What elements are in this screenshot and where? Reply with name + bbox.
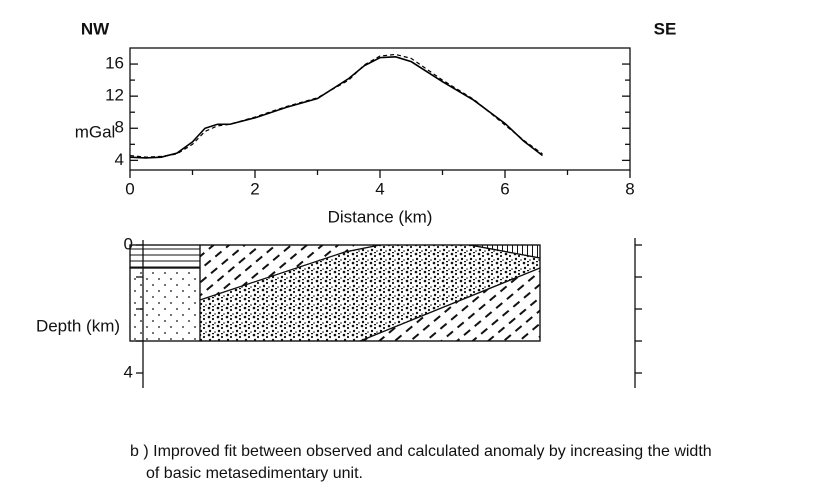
y-axis-label: Depth (km) bbox=[36, 316, 120, 335]
y-tick-label: 4 bbox=[124, 362, 133, 381]
x-tick-label: 6 bbox=[500, 179, 509, 198]
y-tick-label: 4 bbox=[115, 150, 124, 169]
x-axis-label: Distance (km) bbox=[328, 207, 433, 226]
y-tick-label: 8 bbox=[115, 118, 124, 137]
x-tick-label: 0 bbox=[125, 179, 134, 198]
x-tick-label: 4 bbox=[375, 179, 384, 198]
anomaly-curve bbox=[129, 56, 543, 159]
caption: of basic metasedimentary unit. bbox=[146, 465, 363, 482]
y-tick-label: 16 bbox=[105, 54, 124, 73]
caption: b ) Improved fit between observed and ca… bbox=[130, 443, 712, 460]
x-tick-label: 8 bbox=[625, 179, 634, 198]
plot-frame bbox=[129, 47, 631, 171]
annotation: NW bbox=[81, 19, 110, 38]
dotted-unit bbox=[129, 267, 201, 342]
y-tick-label: 0 bbox=[124, 234, 133, 253]
layered-unit bbox=[129, 244, 201, 269]
cross-section bbox=[129, 244, 541, 342]
x-tick-label: 2 bbox=[250, 179, 259, 198]
y-axis-label: mGal bbox=[75, 122, 116, 141]
section-frame bbox=[129, 244, 541, 342]
y-tick-label: 12 bbox=[105, 86, 124, 105]
annotation: SE bbox=[654, 19, 677, 38]
anomaly-curve bbox=[129, 53, 543, 158]
